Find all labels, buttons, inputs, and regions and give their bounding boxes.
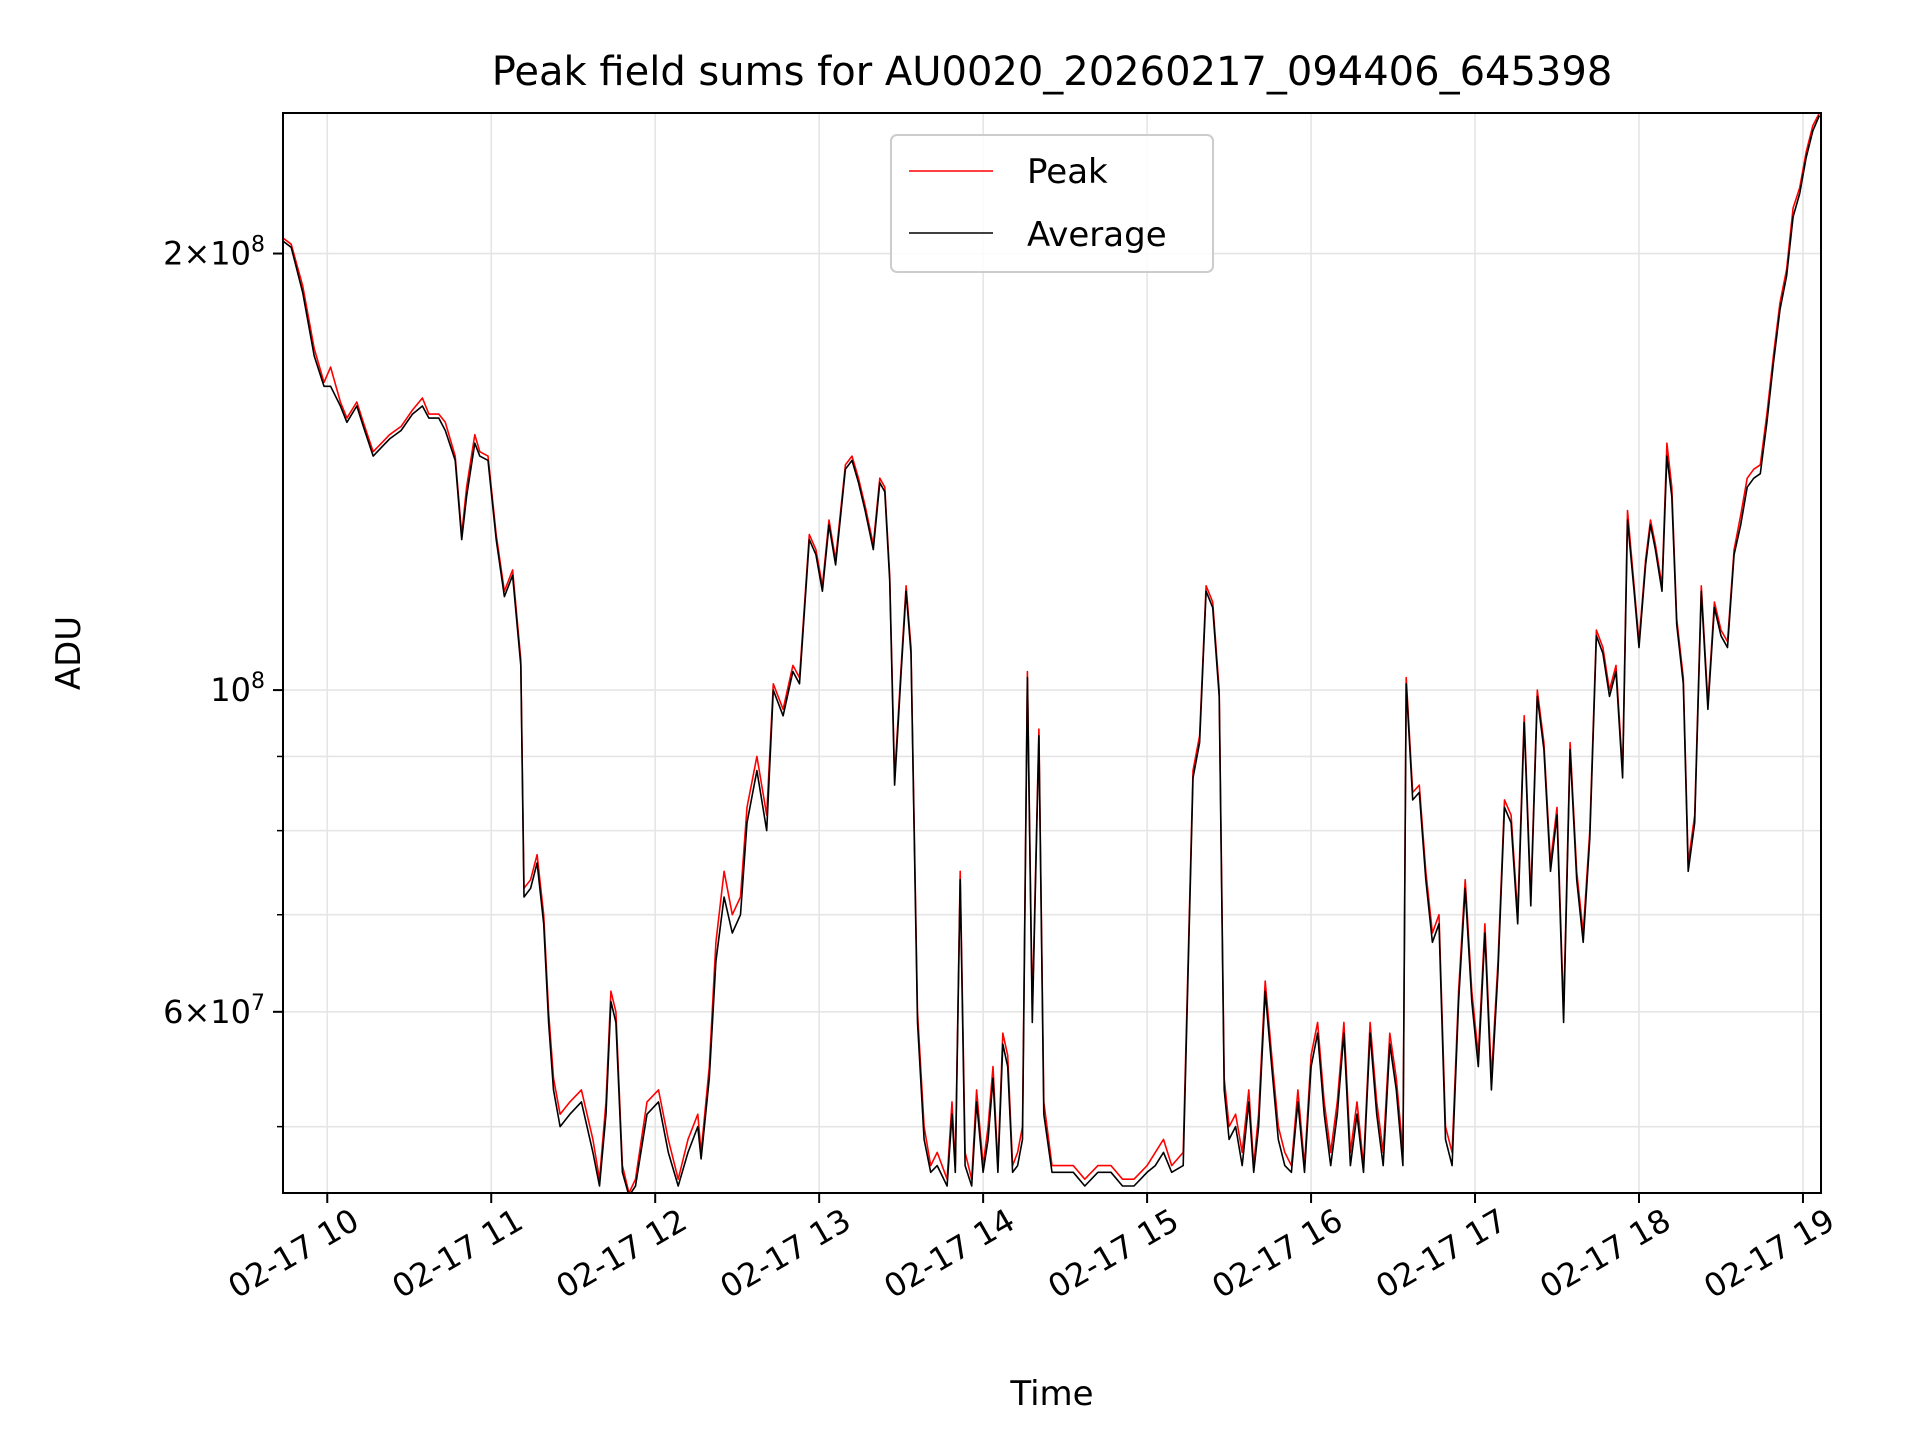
y-tick-ten: 10 (210, 671, 251, 709)
legend-label-peak: Peak (1027, 152, 1108, 192)
y-tick-label: 6×107 (163, 991, 265, 1031)
y-tick-exponent: 8 (251, 669, 265, 694)
y-tick-base: 6 (163, 993, 183, 1031)
y-axis-label: ADU (49, 616, 89, 690)
y-tick-base: 2 (163, 235, 183, 273)
plot-series (283, 113, 1821, 1193)
y-tick-ten: 10 (210, 235, 251, 273)
x-axis-label: Time (1009, 1374, 1093, 1414)
chart-title: Peak field sums for AU0020_20260217_0944… (492, 49, 1613, 95)
y-tick-label: 2×108 (163, 233, 265, 273)
series-line-average (283, 115, 1821, 1193)
y-tick-label: 108 (210, 669, 265, 709)
plot-frame (282, 112, 1822, 1194)
y-tick-exponent: 8 (251, 233, 265, 258)
y-tick-exponent: 7 (251, 991, 265, 1016)
legend-label-average: Average (1027, 215, 1167, 255)
y-tick-times: × (183, 993, 210, 1031)
y-tick-times: × (183, 235, 210, 273)
legend: Peak Average (890, 134, 1214, 273)
y-tick-ten: 10 (210, 993, 251, 1031)
legend-box (890, 134, 1214, 273)
